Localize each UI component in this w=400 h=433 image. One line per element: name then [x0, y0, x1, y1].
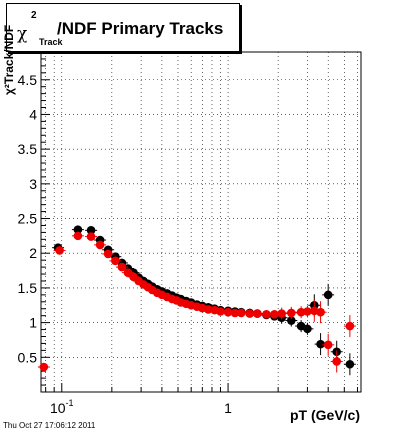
x-axis-label: pT (GeV/c) — [290, 407, 361, 423]
data-point-black — [345, 359, 355, 369]
y-tick-label: 3 — [29, 176, 37, 192]
data-point-red — [39, 362, 49, 372]
x-tick-label: 1 — [224, 400, 232, 416]
data-point-red — [216, 307, 225, 316]
x-tick-label: 10-1 — [50, 398, 74, 416]
y-tick-label: 2.5 — [18, 211, 38, 227]
data-point-red — [117, 262, 127, 272]
data-point-red — [86, 232, 96, 241]
y-tick-label: 4 — [29, 106, 37, 122]
data-point-black — [86, 226, 96, 235]
data-point-red — [303, 307, 312, 316]
y-tick-label: 2 — [29, 245, 37, 261]
data-point-red — [253, 309, 262, 318]
data-point-red — [277, 309, 286, 318]
data-point-black — [316, 339, 325, 349]
y-tick-label: 4.5 — [18, 72, 38, 88]
plot-frame — [40, 51, 362, 393]
y-tick-label: 0.5 — [18, 349, 38, 365]
data-point-black — [73, 225, 83, 234]
data-point-red — [236, 308, 246, 318]
title-box: χ 2 Track /NDF Primary Tracks — [6, 3, 240, 52]
data-point-red — [223, 307, 233, 317]
data-point-red — [230, 308, 240, 318]
y-axis-label: χ²Track/NDF — [2, 24, 16, 95]
data-point-red — [103, 249, 113, 259]
data-point-red — [316, 307, 325, 317]
y-tick-label: 1.5 — [18, 280, 38, 296]
title-chi-symbol: χ — [17, 24, 28, 44]
data-point-red — [111, 256, 120, 266]
data-point-red — [345, 321, 355, 331]
y-tick-label: 3.5 — [18, 141, 38, 157]
data-point-red — [287, 308, 296, 318]
data-point-red — [270, 309, 279, 319]
timestamp: Thu Oct 27 17:06:12 2011 — [3, 421, 96, 430]
data-point-red — [203, 305, 213, 314]
data-point-red — [323, 340, 333, 350]
title-superscript: 2 — [31, 10, 37, 21]
y-tick-label: 1 — [29, 315, 37, 331]
data-point-black — [323, 290, 333, 300]
data-point-red — [296, 307, 306, 317]
title-subscript: Track — [39, 37, 63, 47]
data-point-red — [245, 309, 255, 318]
data-point-red — [262, 309, 271, 319]
data-point-black — [303, 324, 312, 334]
data-point-red — [332, 357, 341, 366]
data-point-red — [95, 240, 105, 250]
data-point-red — [55, 246, 64, 255]
data-point-black — [287, 316, 296, 325]
chart-title: /NDF Primary Tracks — [57, 19, 224, 38]
data-point-red — [73, 231, 83, 241]
